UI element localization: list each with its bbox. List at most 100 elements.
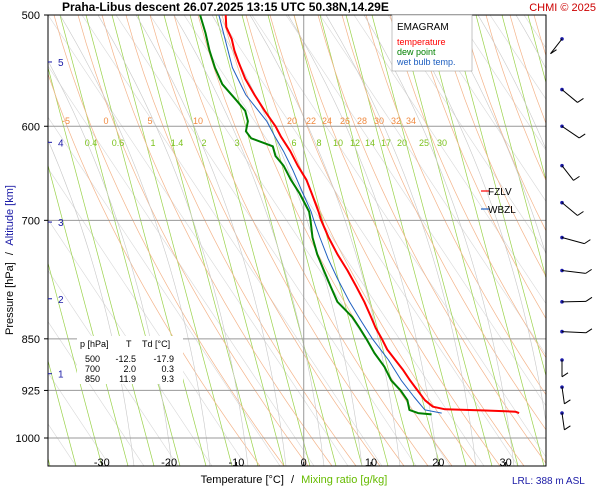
table-cell: 9.3 <box>161 374 174 384</box>
wind-barbs <box>550 37 593 431</box>
dew-point-line <box>199 15 432 416</box>
wind-barb-flag <box>585 328 593 334</box>
mixing-ratio-label: 8 <box>316 138 321 148</box>
theta-label: 10 <box>193 116 203 126</box>
dry-adiabat-line <box>269 15 501 466</box>
wind-barb-flag <box>578 133 586 139</box>
background-line <box>48 270 179 466</box>
table-header-p: p [hPa] <box>80 339 109 349</box>
mixing-ratio-label: 14 <box>365 138 375 148</box>
moist-adiabat-line <box>211 15 363 466</box>
dry-adiabat-line <box>317 15 546 464</box>
x-axis-label-mixing: Mixing ratio [g/kg] <box>301 474 387 486</box>
dry-adiabat-line <box>197 15 429 466</box>
dry-adiabat-line <box>485 15 546 182</box>
x-axis-label: Temperature [°C] / Mixing ratio [g/kg] <box>201 474 388 486</box>
dry-adiabat-line <box>293 15 525 466</box>
mixing-ratio-label: 3 <box>234 138 239 148</box>
wind-barb-shaft <box>561 125 580 139</box>
theta-label: 26 <box>340 116 350 126</box>
moist-adiabat-line <box>249 15 401 466</box>
mixing-ratio-label: 30 <box>437 138 447 148</box>
theta-label: 30 <box>374 116 384 126</box>
moist-adiabat-line <box>59 15 211 466</box>
levels-table: p [hPa] T Td [°C] 500 -12.5 -17.9 700 2.… <box>77 336 183 384</box>
mixing-ratio-label: 1.4 <box>171 138 184 148</box>
y-axis-label-sep: / <box>4 251 16 255</box>
wbzl-marker: WBZL <box>481 205 516 216</box>
table-cell: 500 <box>85 354 100 364</box>
wbzl-label: WBZL <box>488 205 516 216</box>
mixing-ratio-label: 2 <box>201 138 206 148</box>
x-axis-label-temperature: Temperature [°C] <box>201 474 284 486</box>
background-line <box>489 15 546 100</box>
dry-adiabat-line <box>48 72 261 466</box>
dry-adiabat-line <box>413 15 546 320</box>
background-line <box>387 15 546 254</box>
dry-adiabat-line <box>173 15 405 466</box>
legend: EMAGRAM temperature dew point wet bulb t… <box>391 14 473 72</box>
temperature-line <box>224 15 520 415</box>
dry-adiabat-line <box>77 15 309 466</box>
mixing-ratio-label: 10 <box>333 138 343 148</box>
wind-barb-flag <box>577 211 584 216</box>
theta-label: 28 <box>357 116 367 126</box>
background-line <box>558 15 600 466</box>
wind-barb-flag <box>585 268 592 274</box>
theta-label: 20 <box>287 116 297 126</box>
table-cell: 850 <box>85 374 100 384</box>
wind-barb-shaft <box>561 387 565 404</box>
background-line <box>592 15 600 466</box>
wind-barb-flag <box>564 425 571 431</box>
wind-barb-shaft <box>561 413 565 430</box>
dry-adiabat-line <box>365 15 546 396</box>
theta-label: 34 <box>406 116 416 126</box>
dry-adiabat-line <box>509 15 546 125</box>
table-header-t: T <box>126 339 132 349</box>
altitude-tick-label: 5 <box>58 58 64 69</box>
table-cell: -12.5 <box>115 354 136 364</box>
mixing-ratio-line <box>423 15 545 466</box>
wind-barb-shaft <box>561 331 586 334</box>
dry-adiabat-line <box>437 15 546 278</box>
table-cell: -17.9 <box>153 354 174 364</box>
moist-adiabat-line <box>287 15 439 466</box>
y-axis-label: Pressure [hPa] / Altitude [km] <box>4 185 16 335</box>
fzlv-label: FZLV <box>488 187 512 198</box>
mixing-ratio-line <box>48 163 129 466</box>
wind-barb-shaft <box>561 89 578 103</box>
mixing-ratio-line <box>293 15 415 466</box>
wind-barb-shaft <box>561 270 586 274</box>
mixing-ratio-line <box>501 15 546 182</box>
theta-label: 32 <box>391 116 401 126</box>
background-line <box>421 15 546 202</box>
moist-adiabat-line <box>97 15 249 466</box>
altitude-tick-label: 3 <box>58 218 64 229</box>
mixing-ratio-line <box>48 66 155 466</box>
dry-adiabat-line <box>101 15 333 466</box>
moist-adiabat-line <box>325 15 477 466</box>
dry-adiabat-line <box>582 15 600 466</box>
pressure-tick-label: 925 <box>22 385 40 397</box>
moist-adiabat-line <box>135 15 287 466</box>
wind-barb-shaft <box>561 202 578 216</box>
fzlv-marker: FZLV <box>481 187 512 198</box>
wet-bulb-line <box>218 15 442 414</box>
table-header-td: Td [°C] <box>142 339 170 349</box>
wind-barb-flag <box>550 49 557 55</box>
pressure-tick-label: 1000 <box>16 433 40 445</box>
legend-item-wet-bulb: wet bulb temp. <box>396 57 456 67</box>
moist-adiabat-line <box>477 15 546 151</box>
pressure-tick-label: 700 <box>22 215 40 227</box>
dry-adiabat-line <box>53 15 285 466</box>
mixing-ratio-label: 20 <box>397 138 407 148</box>
theta-label: -5 <box>62 116 70 126</box>
wind-barb-flag <box>561 372 569 378</box>
mixing-ratio-line <box>189 15 311 466</box>
mixing-ratio-label: 17 <box>381 138 391 148</box>
moist-adiabat-line <box>515 15 546 70</box>
wind-barb-flag <box>584 239 591 245</box>
theta-label: 22 <box>306 116 316 126</box>
table-cell: 700 <box>85 364 100 374</box>
pressure-grid <box>48 15 546 466</box>
